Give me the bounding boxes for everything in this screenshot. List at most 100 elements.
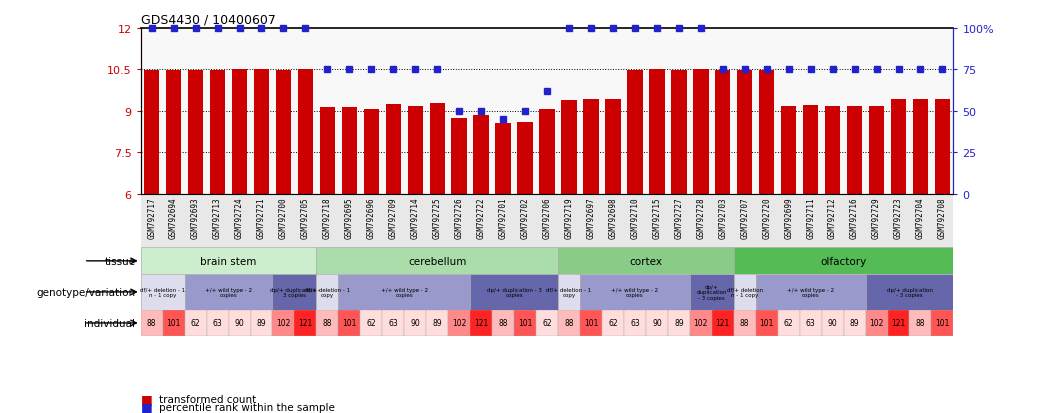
Text: 90: 90 [827, 319, 838, 328]
Bar [404, 310, 426, 337]
Bar [382, 310, 404, 337]
Text: GSM792706: GSM792706 [543, 197, 551, 238]
Text: GSM792693: GSM792693 [191, 197, 200, 238]
Bar [451, 119, 467, 194]
Bar [690, 275, 734, 310]
Bar [559, 275, 580, 310]
Text: +/+ wild type - 2
copies: +/+ wild type - 2 copies [380, 287, 428, 298]
Bar [602, 310, 624, 337]
Text: ■: ■ [141, 400, 156, 413]
Bar [228, 310, 250, 337]
Text: GSM792712: GSM792712 [828, 197, 837, 238]
Text: 101: 101 [584, 319, 598, 328]
Bar [141, 275, 184, 310]
Text: 63: 63 [213, 319, 222, 328]
Text: dp/+ duplication
- 3 copies: dp/+ duplication - 3 copies [887, 287, 933, 298]
Text: GSM792695: GSM792695 [345, 197, 354, 238]
Bar [913, 100, 928, 194]
Text: 88: 88 [565, 319, 574, 328]
Bar [888, 310, 910, 337]
Text: GSM792711: GSM792711 [807, 197, 815, 238]
Bar [470, 310, 492, 337]
Bar [935, 100, 950, 194]
Bar [734, 310, 755, 337]
Bar [759, 71, 774, 194]
Text: 102: 102 [276, 319, 291, 328]
Text: GSM792713: GSM792713 [213, 197, 222, 238]
Bar [295, 310, 317, 337]
Bar [847, 107, 863, 194]
Text: df/+ deletion
n - 1 copy: df/+ deletion n - 1 copy [726, 287, 763, 298]
Text: GSM792708: GSM792708 [938, 197, 947, 238]
Bar [693, 70, 709, 194]
Bar [386, 105, 401, 194]
Bar [844, 310, 866, 337]
Text: cerebellum: cerebellum [408, 256, 467, 266]
Text: df/+ deletion - 1
copy: df/+ deletion - 1 copy [305, 287, 350, 298]
Text: GSM792714: GSM792714 [411, 197, 420, 238]
Text: GSM792707: GSM792707 [740, 197, 749, 238]
Text: 89: 89 [850, 319, 860, 328]
Text: 121: 121 [716, 319, 729, 328]
Text: 88: 88 [147, 319, 156, 328]
Text: GSM792719: GSM792719 [565, 197, 573, 238]
Text: GSM792715: GSM792715 [652, 197, 662, 238]
Bar [470, 275, 559, 310]
Text: GSM792699: GSM792699 [785, 197, 793, 238]
Bar [342, 107, 357, 194]
Text: 101: 101 [518, 319, 532, 328]
Bar [495, 123, 511, 194]
Bar [184, 310, 206, 337]
Bar [825, 106, 840, 194]
Text: 101: 101 [167, 319, 181, 328]
Text: df/+ deletion - 1
n - 1 copy: df/+ deletion - 1 n - 1 copy [140, 287, 185, 298]
Text: 121: 121 [298, 319, 313, 328]
Text: GSM792725: GSM792725 [432, 197, 442, 238]
Bar [163, 310, 184, 337]
Text: 88: 88 [916, 319, 925, 328]
Bar [649, 70, 665, 194]
Text: GSM792704: GSM792704 [916, 197, 925, 238]
Bar [188, 71, 203, 194]
Text: +/+ wild type - 2
copies: +/+ wild type - 2 copies [205, 287, 252, 298]
Bar [339, 310, 361, 337]
Bar [822, 310, 844, 337]
Text: 88: 88 [498, 319, 507, 328]
Text: 62: 62 [191, 319, 200, 328]
Text: 89: 89 [256, 319, 267, 328]
Text: 101: 101 [936, 319, 949, 328]
Bar [734, 275, 755, 310]
Text: 63: 63 [389, 319, 398, 328]
Text: GSM792710: GSM792710 [630, 197, 640, 238]
Text: +/+ wild type - 2
copies: +/+ wild type - 2 copies [612, 287, 659, 298]
Text: GSM792727: GSM792727 [674, 197, 684, 238]
Bar [250, 310, 272, 337]
Bar [712, 310, 734, 337]
Text: 102: 102 [452, 319, 467, 328]
Text: GSM792701: GSM792701 [499, 197, 507, 238]
Text: 62: 62 [367, 319, 376, 328]
Text: GSM792709: GSM792709 [389, 197, 398, 238]
Bar [141, 248, 317, 275]
Text: 102: 102 [869, 319, 884, 328]
Text: 101: 101 [760, 319, 774, 328]
Bar [206, 310, 228, 337]
Bar [866, 275, 953, 310]
Text: GSM792697: GSM792697 [587, 197, 595, 238]
Text: 88: 88 [740, 319, 749, 328]
Bar [272, 275, 317, 310]
Text: tissue: tissue [104, 256, 135, 266]
Text: 88: 88 [323, 319, 332, 328]
Text: 62: 62 [542, 319, 552, 328]
Bar [803, 106, 818, 194]
Bar [737, 71, 752, 194]
Text: GSM792700: GSM792700 [279, 197, 288, 238]
Bar [540, 109, 554, 194]
Text: GSM792718: GSM792718 [323, 197, 332, 238]
Bar [429, 103, 445, 194]
Bar [448, 310, 470, 337]
Text: GSM792728: GSM792728 [696, 197, 705, 238]
Bar [361, 310, 382, 337]
Text: GSM792722: GSM792722 [476, 197, 486, 238]
Bar [144, 71, 159, 194]
